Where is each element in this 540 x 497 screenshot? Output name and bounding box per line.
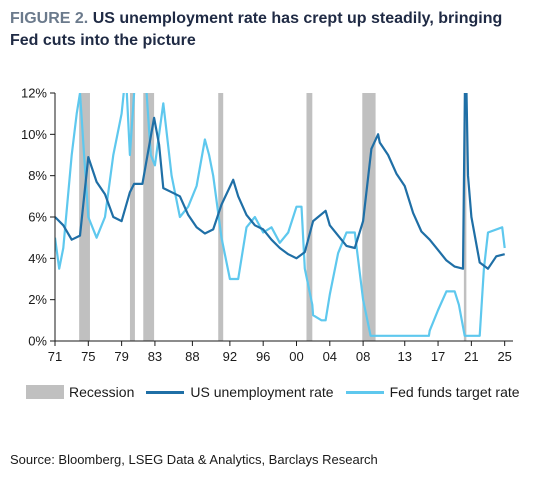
legend-item-unemployment: US unemployment rate [146, 384, 334, 400]
recession-band-3 [218, 93, 224, 341]
legend: Recession US unemployment rate Fed funds… [26, 380, 532, 404]
title-text: US unemployment rate has crept up steadi… [10, 10, 503, 49]
x-tick-label: 88 [185, 349, 199, 364]
legend-label-unemployment: US unemployment rate [190, 384, 334, 400]
x-tick-label: 71 [48, 349, 62, 364]
recession-band-1 [129, 93, 135, 341]
figure-number: FIGURE 2. [10, 10, 89, 27]
y-tick-label: 4% [28, 251, 47, 266]
x-tick-label: 92 [223, 349, 237, 364]
recession-band-2 [143, 93, 155, 341]
recession-band-0 [79, 93, 90, 341]
x-tick-label: 00 [289, 349, 303, 364]
series-line-unemployment [55, 93, 505, 270]
recession-band-4 [306, 93, 313, 341]
y-tick-label: 12% [21, 86, 47, 101]
axes: 0% 2% 4% 6% 8% 10% 12% 71 75 79 83 88 92 96 00 04 08 13 17… [21, 86, 513, 364]
chart-title: FIGURE 2. US unemployment rate has crept… [10, 8, 530, 52]
legend-item-fedfunds: Fed funds target rate [345, 384, 520, 400]
legend-swatch-fedfunds [345, 390, 384, 394]
recession-band-6 [463, 93, 467, 341]
y-tick-label: 6% [28, 210, 47, 225]
x-tick-label: 08 [356, 349, 370, 364]
source-note: Source: Bloomberg, LSEG Data & Analytics… [10, 452, 378, 467]
legend-label-recession: Recession [69, 384, 135, 400]
x-tick-label: 83 [148, 349, 162, 364]
x-tick-label: 21 [464, 349, 478, 364]
legend-item-recession: Recession [26, 384, 134, 400]
recession-band-5 [362, 93, 376, 341]
x-tick-label: 75 [81, 349, 95, 364]
x-tick-label: 17 [431, 349, 445, 364]
y-tick-label: 8% [28, 168, 47, 183]
x-tick-label: 96 [256, 349, 270, 364]
legend-swatch-recession [26, 385, 64, 399]
x-tick-label: 04 [323, 349, 337, 364]
recession-bands [79, 93, 467, 341]
legend-label-fedfunds: Fed funds target rate [389, 384, 520, 400]
x-tick-label: 25 [497, 349, 511, 364]
x-tick-label: 79 [114, 349, 128, 364]
y-tick-label: 2% [28, 292, 47, 307]
y-tick-label: 0% [28, 334, 47, 349]
x-tick-label: 13 [398, 349, 412, 364]
series-line-fedfunds [55, 93, 506, 337]
legend-swatch-unemployment [146, 390, 185, 394]
series-lines [55, 93, 506, 337]
y-tick-label: 10% [21, 127, 47, 142]
